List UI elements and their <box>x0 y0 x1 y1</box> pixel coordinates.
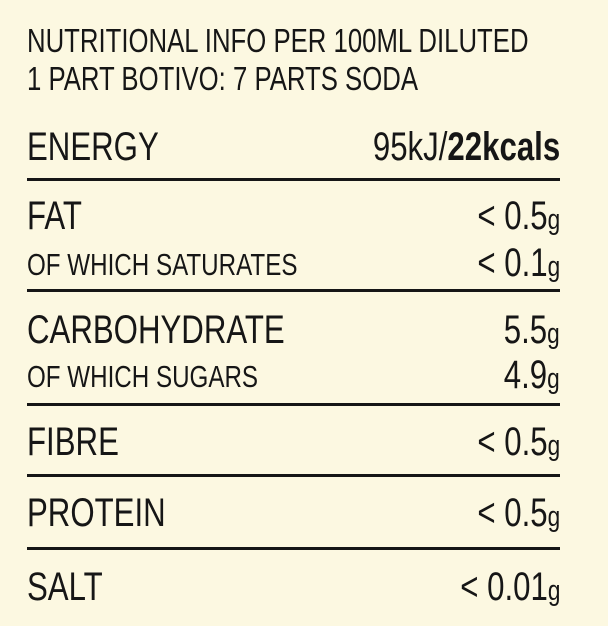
nutrient-value: < 0.5g <box>477 422 560 462</box>
divider <box>27 474 560 477</box>
nutrient-value: 5.5g <box>504 310 560 350</box>
value-text: 4.9 <box>504 353 548 397</box>
nutrient-value: < 0.5g <box>477 493 560 533</box>
nutrient-value: 95kJ/22kcals <box>373 127 560 167</box>
unit: g <box>547 363 560 395</box>
nutrient-label: ENERGY <box>27 125 159 169</box>
value-bold: 22kcals <box>447 125 560 169</box>
header-line: NUTRITIONAL INFO PER 100ML DILUTED <box>27 22 529 59</box>
divider <box>27 547 560 550</box>
divider <box>27 178 560 181</box>
nutrient-label: CARBOHYDRATE <box>27 308 285 352</box>
value-text: < 0.01 <box>459 565 548 609</box>
value-text: 5.5 <box>504 308 548 352</box>
value-text: < 0.1 <box>477 241 548 285</box>
header-line: 1 PART BOTIVO: 7 PARTS SODA <box>27 60 418 97</box>
unit: g <box>547 501 560 533</box>
unit: g <box>547 204 560 236</box>
unit: g <box>547 575 560 607</box>
nutrient-label: PROTEIN <box>27 491 166 535</box>
sub-label: OF WHICH SATURATES <box>27 247 298 282</box>
value-text: < 0.5 <box>477 420 548 464</box>
value-text: < 0.5 <box>477 194 548 238</box>
divider <box>27 289 560 292</box>
nutrient-label: FAT <box>27 194 82 238</box>
unit: g <box>547 430 560 462</box>
value-text: < 0.5 <box>477 491 548 535</box>
sub-label: OF WHICH SUGARS <box>27 359 259 394</box>
nutrient-label: FIBRE <box>27 420 119 464</box>
nutrient-label: SALT <box>27 565 103 609</box>
sub-value: < 0.1g <box>477 243 560 283</box>
unit: g <box>547 318 560 350</box>
unit: g <box>547 251 560 283</box>
sub-value: 4.9g <box>504 355 560 395</box>
nutrient-value: < 0.5g <box>477 196 560 236</box>
nutrient-value: < 0.01g <box>460 567 560 607</box>
value-text: 95kJ/ <box>372 125 448 169</box>
divider <box>27 403 560 406</box>
